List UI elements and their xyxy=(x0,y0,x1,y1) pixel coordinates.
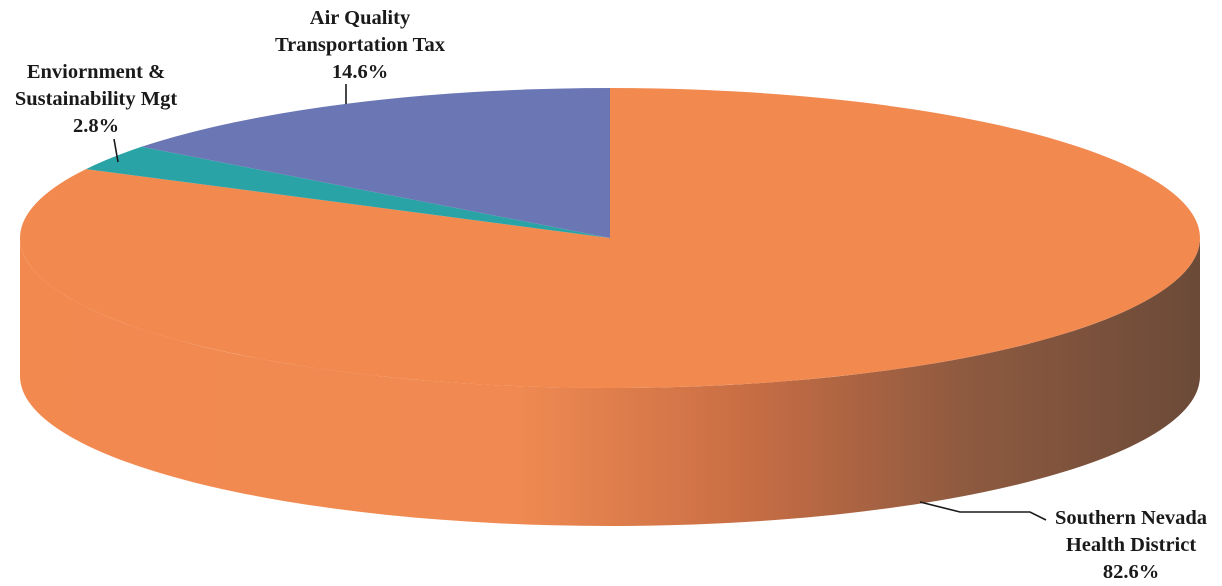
slice-enviornment-sustainability-mgt xyxy=(85,146,610,238)
slice-side-southern-nevada-health-district xyxy=(20,238,1200,526)
label-air-quality-transportation-tax: Air Quality Transportation Tax 14.6% xyxy=(275,7,446,83)
slice-air-quality-transportation-tax xyxy=(141,88,611,238)
pie-top-faces xyxy=(19,88,1201,388)
slice-southern-nevada-health-district xyxy=(19,88,1201,388)
label-enviornment-sustainability-mgt: Enviornment & Sustainability Mgt 2.8% xyxy=(15,61,177,137)
leader-line xyxy=(113,138,119,163)
pie-labels: Southern Nevada Health District 82.6% Envio… xyxy=(15,7,1207,583)
label-southern-nevada-health-district: Southern Nevada Health District 82.6% xyxy=(1055,507,1207,583)
leader-line xyxy=(919,501,1047,521)
pie-side-walls xyxy=(20,238,1200,526)
